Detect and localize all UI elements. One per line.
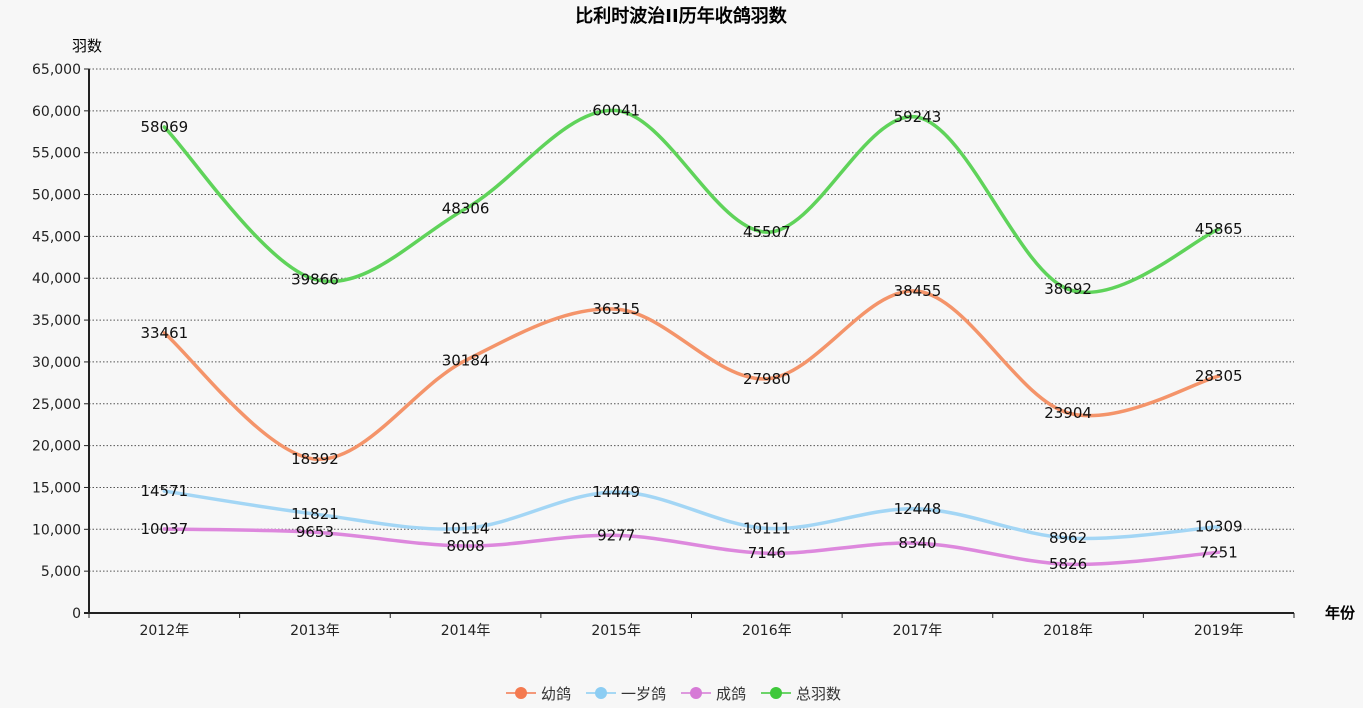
x-tick-label: 2019年 <box>1194 623 1244 639</box>
y-axis: 0 5,000 10,000 15,000 20,000 25,000 30,000 35,0… <box>32 62 90 622</box>
series-line-2 <box>162 527 1221 567</box>
y-tick-label: 40,000 <box>32 271 81 287</box>
legend-swatch-marker <box>595 687 607 699</box>
data-label: 7251 <box>1200 543 1238 561</box>
legend-label: 总羽数 <box>796 685 841 703</box>
data-label: 9653 <box>296 523 334 541</box>
chart-title: 比利时波治II历年收鸽羽数 <box>575 5 787 27</box>
data-label: 14571 <box>140 482 188 500</box>
legend-label: 成鸽 <box>716 685 746 703</box>
data-label: 18392 <box>291 450 339 468</box>
data-label: 45507 <box>743 223 791 241</box>
data-label: 59243 <box>894 108 942 126</box>
x-tick-label: 2017年 <box>893 623 943 639</box>
data-label: 48306 <box>442 200 490 218</box>
data-label: 14449 <box>592 483 640 501</box>
data-label: 10114 <box>442 519 490 537</box>
series-line-0 <box>162 289 1221 461</box>
data-labels: 33461 18392 30184 36315 27980 38455 23904 28305… <box>140 102 1242 574</box>
y-tick-label: 35,000 <box>32 313 81 329</box>
series-line-1 <box>162 489 1221 541</box>
data-label: 33461 <box>140 324 188 342</box>
data-label: 36315 <box>592 300 640 318</box>
legend-item[interactable]: 总羽数 <box>761 685 841 703</box>
y-axis-label: 羽数 <box>72 37 102 55</box>
data-label: 10111 <box>743 519 791 537</box>
legend-label: 幼鸽 <box>541 685 571 703</box>
y-tick-label: 50,000 <box>32 188 81 204</box>
series-line-3 <box>162 108 1221 295</box>
legend-item[interactable]: 幼鸽 <box>506 685 571 703</box>
x-tick-label: 2014年 <box>441 623 491 639</box>
data-label: 10037 <box>140 520 188 538</box>
grid-lines <box>89 68 1294 572</box>
data-label: 45865 <box>1195 220 1243 238</box>
legend-label: 一岁鸽 <box>621 685 666 703</box>
y-tick-label: 65,000 <box>32 62 81 78</box>
x-axis: 2012年 2013年 2014年 2015年 2016年 2017年 2018年 2019年 <box>84 612 1295 639</box>
legend-swatch-marker <box>515 687 527 699</box>
x-tick-label: 2016年 <box>742 623 792 639</box>
y-tick-label: 15,000 <box>32 480 81 496</box>
y-tick-label: 55,000 <box>32 146 81 162</box>
data-label: 38692 <box>1044 280 1092 298</box>
data-label: 10309 <box>1195 518 1243 536</box>
legend-swatch-marker <box>690 687 702 699</box>
data-label: 28305 <box>1195 367 1243 385</box>
data-label: 11821 <box>291 505 339 523</box>
data-label: 8008 <box>446 537 484 555</box>
legend-swatch-marker <box>770 687 782 699</box>
y-tick-label: 5,000 <box>41 564 81 580</box>
data-label: 39866 <box>291 270 339 288</box>
data-label: 7146 <box>748 544 786 562</box>
y-tick-label: 25,000 <box>32 397 81 413</box>
x-tick-label: 2013年 <box>290 623 340 639</box>
legend-item[interactable]: 一岁鸽 <box>586 685 666 703</box>
x-tick-label: 2015年 <box>591 623 641 639</box>
data-label: 38455 <box>894 282 942 300</box>
data-label: 8340 <box>898 534 936 552</box>
legend[interactable]: 幼鸽 一岁鸽 成鸽 总羽数 <box>506 685 841 703</box>
data-label: 60041 <box>592 102 640 120</box>
data-label: 58069 <box>140 118 188 136</box>
y-tick-label: 0 <box>72 606 81 622</box>
data-label: 30184 <box>442 351 490 369</box>
data-label: 23904 <box>1044 404 1092 422</box>
x-tick-label: 2012年 <box>139 623 189 639</box>
y-tick-label: 20,000 <box>32 439 81 455</box>
data-label: 8962 <box>1049 529 1087 547</box>
legend-item[interactable]: 成鸽 <box>681 685 746 703</box>
data-label: 9277 <box>597 526 635 544</box>
x-axis-label: 年份 <box>1325 604 1356 622</box>
series-group <box>162 108 1221 567</box>
y-tick-label: 45,000 <box>32 229 81 245</box>
data-label: 12448 <box>894 500 942 518</box>
y-tick-label: 60,000 <box>32 104 81 120</box>
y-tick-label: 30,000 <box>32 355 81 371</box>
x-tick-label: 2018年 <box>1043 623 1093 639</box>
y-tick-label: 10,000 <box>32 522 81 538</box>
data-label: 27980 <box>743 370 791 388</box>
data-label: 5826 <box>1049 555 1087 573</box>
